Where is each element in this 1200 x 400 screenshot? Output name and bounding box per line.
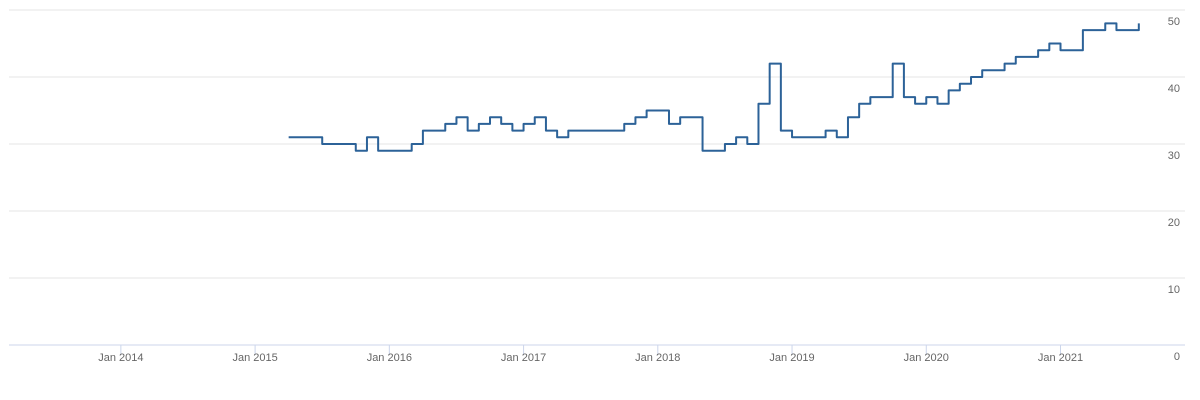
x-tick-label: Jan 2019 [769,352,814,364]
y-tick-label: 0 [1174,351,1180,363]
y-tick-label: 40 [1168,83,1180,95]
x-tick-label: Jan 2020 [904,352,949,364]
y-tick-label: 10 [1168,284,1180,296]
y-tick-label: 30 [1168,150,1180,162]
x-tick-label: Jan 2014 [98,352,143,364]
y-tick-label: 20 [1168,217,1180,229]
x-tick-label: Jan 2015 [232,352,277,364]
series-line [288,22,1140,152]
x-tick-label: Jan 2021 [1038,352,1083,364]
x-tick-label: Jan 2017 [501,352,546,364]
y-tick-label: 50 [1168,16,1180,28]
x-tick-label: Jan 2018 [635,352,680,364]
x-tick-label: Jan 2016 [367,352,412,364]
